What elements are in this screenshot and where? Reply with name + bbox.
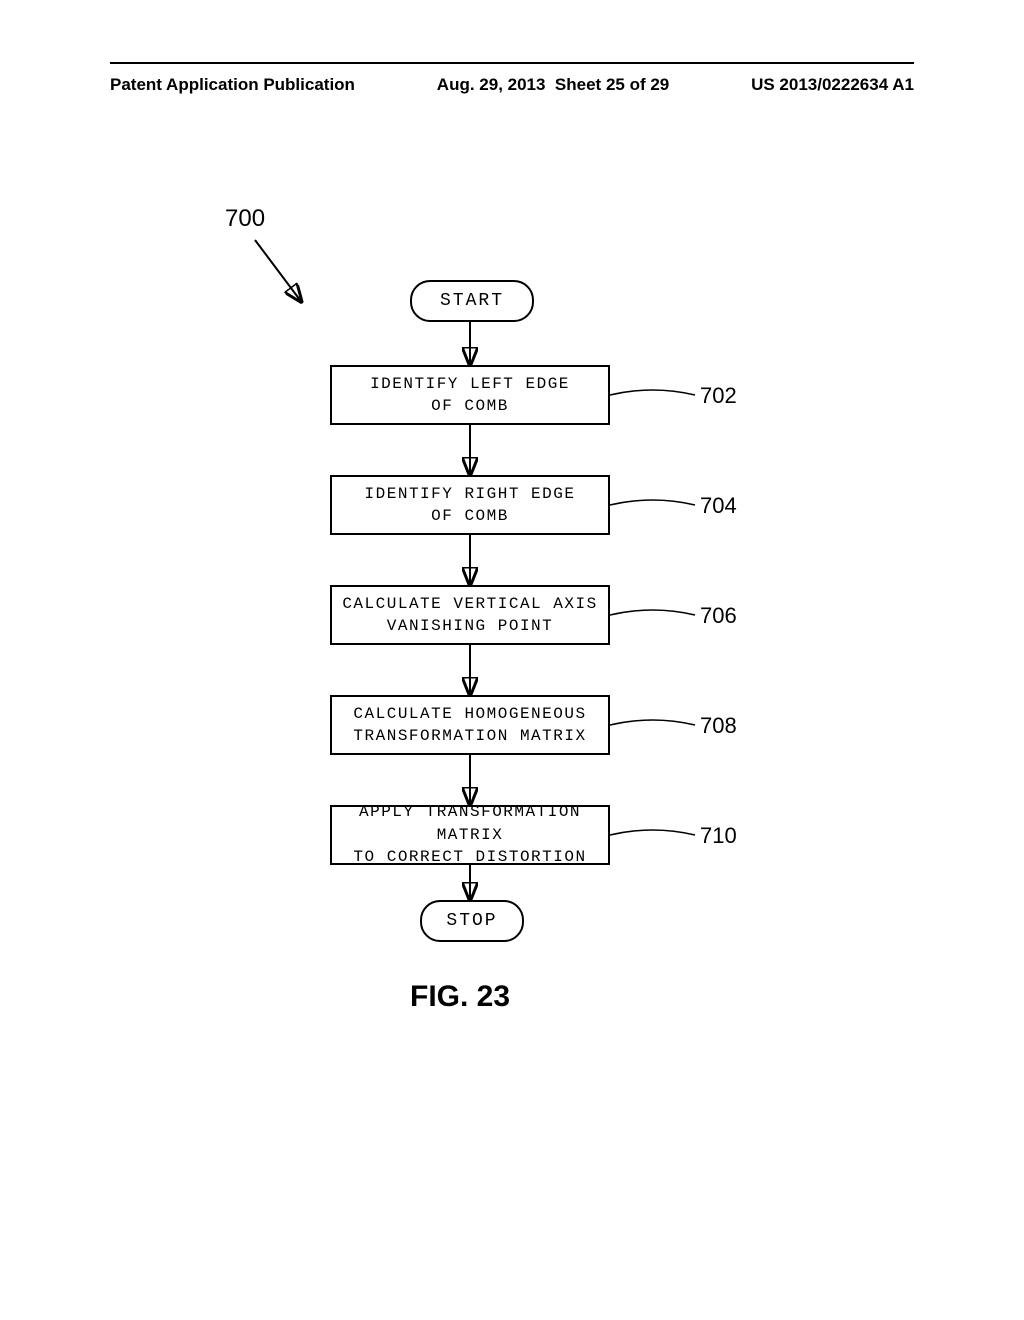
flowchart: 700 START IDENTIFY LEFT EDGEOF COMB 702 IDEN… bbox=[0, 200, 1024, 1000]
process-step-704: IDENTIFY RIGHT EDGEOF COMB bbox=[330, 475, 610, 535]
figure-caption: FIG. 23 bbox=[410, 980, 510, 1014]
step-ref-708: 708 bbox=[700, 713, 737, 739]
publication-number: US 2013/0222634 A1 bbox=[751, 75, 914, 95]
publication-type: Patent Application Publication bbox=[110, 75, 355, 95]
header-rule bbox=[110, 62, 914, 64]
start-terminal: START bbox=[410, 280, 534, 322]
process-step-702: IDENTIFY LEFT EDGEOF COMB bbox=[330, 365, 610, 425]
process-step-710: APPLY TRANSFORMATION MATRIXTO CORRECT DI… bbox=[330, 805, 610, 865]
stop-terminal: STOP bbox=[420, 900, 524, 942]
page-header: Patent Application Publication Aug. 29, … bbox=[110, 75, 914, 95]
step-ref-704: 704 bbox=[700, 493, 737, 519]
process-step-706: CALCULATE VERTICAL AXISVANISHING POINT bbox=[330, 585, 610, 645]
step-ref-706: 706 bbox=[700, 603, 737, 629]
flowchart-container: 700 START IDENTIFY LEFT EDGEOF COMB 702 IDEN… bbox=[0, 200, 1024, 1000]
step-ref-702: 702 bbox=[700, 383, 737, 409]
publication-date: Aug. 29, 2013 Sheet 25 of 29 bbox=[437, 75, 669, 95]
process-step-708: CALCULATE HOMOGENEOUSTRANSFORMATION MATR… bbox=[330, 695, 610, 755]
step-ref-710: 710 bbox=[700, 823, 737, 849]
flowchart-ref-number: 700 bbox=[225, 205, 265, 233]
